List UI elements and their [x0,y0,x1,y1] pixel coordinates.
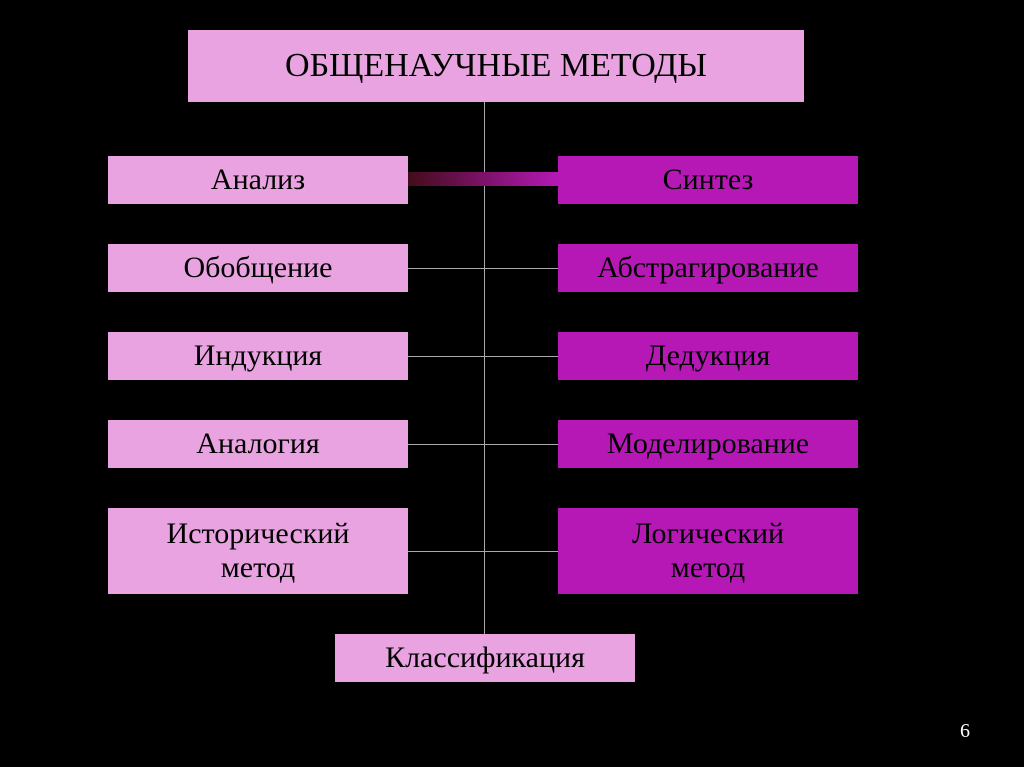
diagram-canvas: ОБЩЕНАУЧНЫЕ МЕТОДЫ Анализ Синтез Обобщение… [0,0,1024,767]
page-number: 6 [960,720,970,743]
right-label-4: Логический метод [632,517,784,586]
page-number-text: 6 [960,720,970,742]
bottom-label: Классификация [385,641,585,676]
right-box-0: Синтез [558,156,858,204]
right-box-3: Моделирование [558,420,858,468]
connector-left-4 [408,551,484,552]
connector-left-1 [408,268,484,269]
connector-right-3 [484,444,558,445]
bottom-box: Классификация [335,634,635,682]
right-label-2: Дедукция [646,339,771,374]
connector-left-2 [408,356,484,357]
connector-right-2 [484,356,558,357]
right-box-2: Дедукция [558,332,858,380]
left-box-1: Обобщение [108,244,408,292]
gradient-bar-0 [408,172,558,186]
left-label-4: Исторический метод [167,517,350,586]
left-label-1: Обобщение [183,251,332,286]
right-box-1: Абстрагирование [558,244,858,292]
left-box-2: Индукция [108,332,408,380]
right-label-1: Абстрагирование [597,251,818,286]
right-label-3: Моделирование [607,427,809,462]
connector-right-4 [484,551,558,552]
left-label-2: Индукция [194,339,322,374]
left-box-0: Анализ [108,156,408,204]
connector-right-1 [484,268,558,269]
title-box: ОБЩЕНАУЧНЫЕ МЕТОДЫ [188,30,804,102]
right-label-0: Синтез [663,163,754,198]
left-box-4: Исторический метод [108,508,408,594]
title-label: ОБЩЕНАУЧНЫЕ МЕТОДЫ [285,46,707,85]
right-box-4: Логический метод [558,508,858,594]
left-label-0: Анализ [211,163,305,198]
connector-left-3 [408,444,484,445]
left-label-3: Аналогия [196,427,319,462]
left-box-3: Аналогия [108,420,408,468]
